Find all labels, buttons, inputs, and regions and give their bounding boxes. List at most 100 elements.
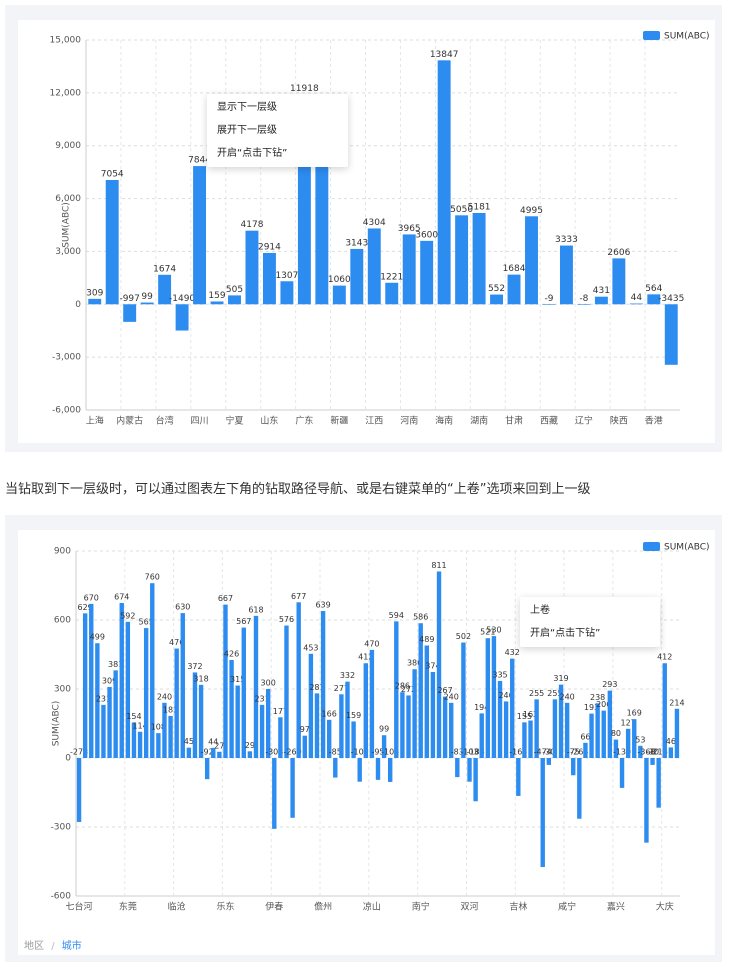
y-tick-label: 6,000 xyxy=(55,194,81,204)
x-tick-label: 双河 xyxy=(461,901,479,913)
bar xyxy=(326,719,332,758)
bar xyxy=(479,713,484,758)
data-label: 99 xyxy=(141,292,153,302)
data-label: 592 xyxy=(120,611,135,620)
bar xyxy=(650,758,655,765)
bar xyxy=(473,758,478,802)
bar xyxy=(278,717,283,758)
data-label: 255 xyxy=(547,689,562,698)
data-label: 760 xyxy=(145,573,160,582)
bar xyxy=(333,758,338,778)
data-label: -30 xyxy=(646,748,659,757)
y-tick-label: -6,000 xyxy=(52,406,81,416)
x-tick-label: 临沧 xyxy=(168,901,186,913)
menu-item[interactable]: 开启“点击下钻” xyxy=(530,628,601,639)
breadcrumb-separator: / xyxy=(51,941,55,952)
x-tick-label: 湖南 xyxy=(470,415,488,427)
data-label: 552 xyxy=(488,284,505,294)
bar xyxy=(472,213,486,305)
bar xyxy=(534,699,539,758)
data-label: 315 xyxy=(230,675,245,684)
data-label: 630 xyxy=(175,603,190,612)
bar xyxy=(437,60,451,305)
data-label: -104 xyxy=(381,748,399,757)
bar xyxy=(613,739,619,758)
bar xyxy=(644,758,649,843)
bar xyxy=(140,302,154,305)
data-label: 4995 xyxy=(520,206,543,216)
bar xyxy=(82,613,88,758)
bar xyxy=(491,636,497,758)
menu-item[interactable]: 展开下一层级 xyxy=(217,125,277,136)
bar xyxy=(638,745,643,758)
data-label: -130 xyxy=(613,748,631,757)
data-label: 4304 xyxy=(363,218,386,228)
breadcrumb-item[interactable]: 城市 xyxy=(61,941,82,952)
data-label: 412 xyxy=(358,653,373,662)
x-tick-label: 东莞 xyxy=(119,901,137,913)
bar xyxy=(442,696,448,758)
data-label: 7054 xyxy=(101,170,124,180)
bar xyxy=(339,694,344,758)
data-label: 281 xyxy=(309,683,324,692)
bar xyxy=(76,758,82,822)
bar xyxy=(674,708,680,758)
bar xyxy=(89,603,94,758)
bar xyxy=(350,248,364,305)
bar xyxy=(367,228,381,305)
x-tick-label: 伊春 xyxy=(265,901,283,913)
data-label: 5181 xyxy=(468,203,491,213)
legend-swatch xyxy=(643,31,660,40)
menu-item[interactable]: 上卷 xyxy=(530,605,550,616)
data-label: 412 xyxy=(657,653,672,662)
data-label: 27 xyxy=(214,741,224,750)
bar xyxy=(412,669,417,758)
bar xyxy=(280,281,294,305)
data-label: 214 xyxy=(669,698,684,707)
data-label: 670 xyxy=(84,593,99,602)
y-axis-label: SUM(ABC) xyxy=(62,202,72,248)
bar xyxy=(175,304,189,331)
data-label: 231 xyxy=(96,694,111,703)
data-label: 567 xyxy=(236,617,251,626)
bar xyxy=(589,713,594,758)
data-label: 576 xyxy=(279,615,294,624)
data-label: -260 xyxy=(284,748,302,757)
data-label: 1307 xyxy=(275,271,298,281)
x-tick-label: 乐东 xyxy=(216,901,234,913)
bar xyxy=(583,742,588,758)
bar xyxy=(577,758,582,819)
bar xyxy=(601,710,606,758)
y-tick-label: 9,000 xyxy=(55,141,81,151)
data-label: 5050 xyxy=(450,205,473,215)
y-tick-label: -600 xyxy=(51,892,72,902)
data-label: -30 xyxy=(542,748,555,757)
x-tick-label: 宁夏 xyxy=(225,415,243,427)
bar xyxy=(619,758,625,788)
bar xyxy=(131,722,137,758)
menu-item[interactable]: 显示下一层级 xyxy=(217,102,277,113)
bar xyxy=(180,613,185,758)
x-tick-label: 嘉兴 xyxy=(607,901,625,913)
bar xyxy=(113,670,118,758)
x-tick-label: 江西 xyxy=(365,416,383,427)
bar xyxy=(436,571,442,758)
bar xyxy=(542,304,556,305)
x-tick-label: 凉山 xyxy=(363,901,381,913)
bar xyxy=(223,604,228,758)
data-label: 44 xyxy=(631,293,643,303)
bar xyxy=(351,721,356,758)
y-tick-label: 12,000 xyxy=(50,88,82,98)
breadcrumb-item[interactable]: 地区 xyxy=(24,941,44,952)
menu-item[interactable]: 开启“点击下钻” xyxy=(217,148,288,159)
data-label: 194 xyxy=(474,703,489,712)
legend-label: SUM(ABC) xyxy=(664,543,710,553)
data-label: 381 xyxy=(108,660,123,669)
data-label: -368 xyxy=(637,748,655,757)
data-label: 564 xyxy=(645,284,662,294)
data-label: 7844 xyxy=(188,156,211,166)
data-label: 530 xyxy=(486,626,501,635)
data-label: 309 xyxy=(102,676,117,685)
data-label: 586 xyxy=(413,613,428,622)
